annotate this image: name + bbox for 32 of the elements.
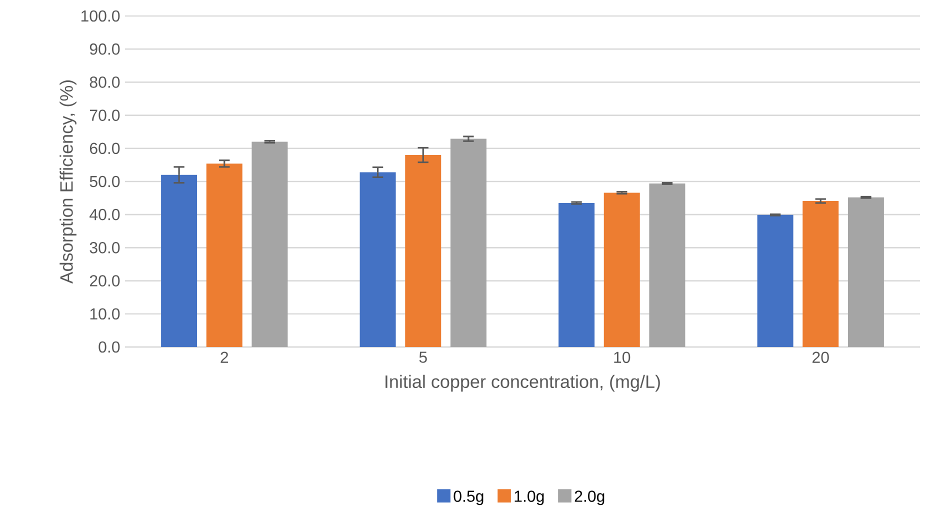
bar [405,154,442,347]
bar [802,200,839,347]
y-tick-label: 90.0 [90,43,120,55]
y-tick-label: 60.0 [90,142,120,154]
bar [206,164,242,347]
bar [161,174,198,347]
bar [252,142,288,347]
bar [848,197,884,347]
y-tick-label: 40.0 [90,208,120,220]
legend-label: 0.5g [454,490,484,506]
bar [450,138,486,347]
y-tick-label: 20.0 [90,275,120,286]
bar [757,214,794,347]
x-tick-label: 20 [812,352,829,363]
x-axis-title: Initial copper concentration, (mg/L) [386,374,660,392]
y-tick-label: 80.0 [90,76,120,88]
x-tick-label: 2 [220,352,228,363]
y-axis-title: Adsorption Efficiency, (%) [60,80,76,284]
bar [558,202,595,347]
bar [360,172,396,347]
bar [604,192,640,347]
y-tick-label: 50.0 [90,176,120,188]
x-tick-label: 5 [419,352,427,363]
legend-label: 1.0g [514,490,544,506]
legend-label: 2.0g [574,490,604,506]
y-tick-label: 10.0 [90,308,120,320]
y-tick-label: 30.0 [90,242,120,254]
y-tick-label: 0.0 [98,341,120,353]
x-tick-label: 10 [614,352,630,363]
y-tick-label: 70.0 [90,110,120,121]
bar [649,183,686,347]
y-tick-label: 100.0 [81,10,120,22]
